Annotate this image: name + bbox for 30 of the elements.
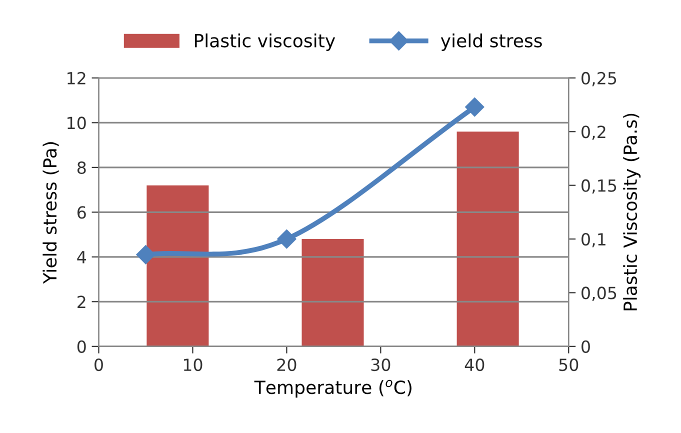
legend-label: Plastic viscosity bbox=[194, 33, 336, 51]
x-axis-title: Temperature ($^{o}$C) bbox=[254, 380, 412, 398]
y2-tick-label: 0,25 bbox=[582, 72, 616, 86]
point bbox=[277, 229, 296, 249]
point bbox=[465, 97, 484, 117]
y2-tick-label: 0,1 bbox=[582, 232, 606, 248]
bar bbox=[146, 185, 209, 346]
y2-tick-label: 0,2 bbox=[582, 126, 606, 140]
y2-axis-title: Plastic Viscosity (Pa.s) bbox=[623, 114, 641, 310]
y-tick-label: 10 bbox=[68, 116, 86, 130]
point bbox=[136, 245, 156, 264]
y-tick-label: 2 bbox=[78, 296, 86, 308]
bar bbox=[456, 132, 519, 346]
y-axis-title: Yield stress (Pa) bbox=[42, 142, 59, 284]
bar bbox=[302, 239, 364, 346]
x-tick-label: 40 bbox=[464, 358, 484, 372]
legend-label: yield stress bbox=[440, 33, 542, 51]
y-tick-label: 4 bbox=[77, 251, 86, 264]
y-tick-label: 12 bbox=[68, 72, 86, 84]
y-tick-label: 6 bbox=[78, 206, 86, 219]
x-tick-label: 20 bbox=[277, 358, 296, 372]
y2-tick-label: 0,05 bbox=[582, 286, 616, 301]
x-tick-label: 30 bbox=[371, 358, 390, 372]
x-tick-label: 50 bbox=[559, 358, 578, 372]
y2-tick-label: 0,15 bbox=[582, 179, 616, 194]
x-tick-label: 0 bbox=[94, 358, 103, 372]
y2-tick-label: 0 bbox=[582, 340, 590, 353]
x-tick-label: 10 bbox=[184, 358, 202, 372]
y-tick-label: 0 bbox=[77, 340, 86, 353]
y-tick-label: 8 bbox=[77, 161, 86, 174]
